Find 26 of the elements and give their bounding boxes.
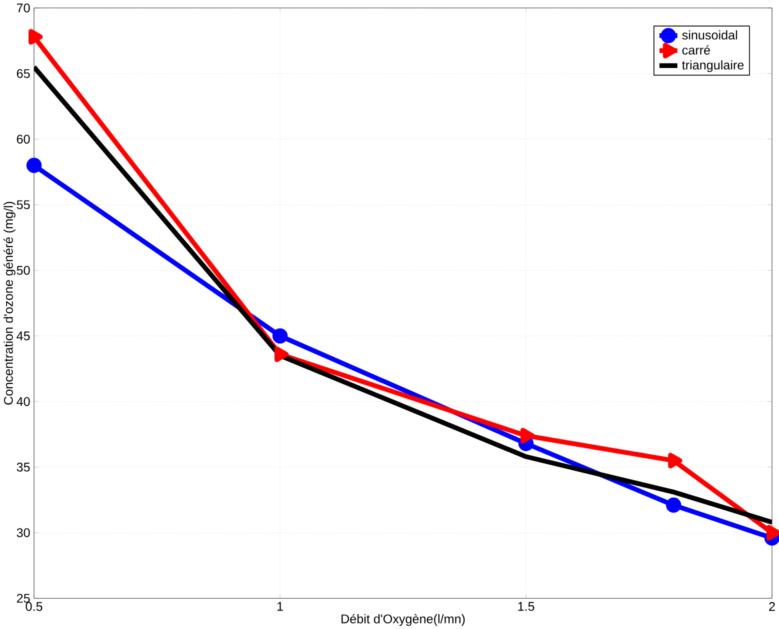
y-tick-label: 70	[16, 3, 30, 12]
y-tick-label: 60	[16, 134, 30, 144]
y-tick-label: 40	[16, 396, 30, 406]
point	[666, 497, 682, 513]
y-axis-title: Concentration d'ozone généré (mg/l)	[4, 202, 16, 404]
y-tick-label: 45	[16, 331, 30, 340]
x-tick-label: 1	[277, 602, 283, 611]
y-tick-label: 25	[16, 594, 30, 603]
x-axis-title: Débit d'Oxygène(l/mn)	[342, 614, 465, 626]
point	[272, 328, 288, 344]
point	[274, 346, 289, 362]
x-tick-label: 0.5	[26, 602, 42, 611]
y-tick-label: 35	[16, 462, 30, 472]
point	[28, 28, 43, 44]
point	[26, 158, 42, 173]
y-tick-label: 65	[16, 68, 30, 78]
legend-label: carré	[682, 45, 710, 54]
x-tick-label: 2	[769, 602, 775, 611]
point	[668, 452, 682, 468]
y-tick-label: 55	[16, 200, 30, 209]
point	[520, 428, 535, 444]
x-tick-label: 1.5	[518, 602, 534, 611]
y-tick-label: 50	[16, 266, 30, 275]
legend-label: triangulaire	[682, 60, 744, 72]
y-tick-label: 30	[16, 528, 30, 538]
legend-label: sinusoidal	[682, 30, 738, 40]
